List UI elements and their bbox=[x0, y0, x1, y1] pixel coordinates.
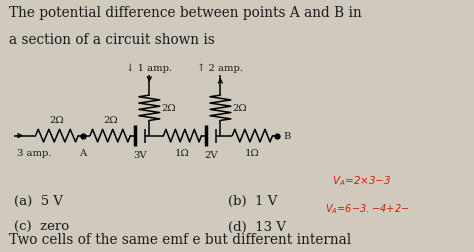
Text: ↑ 2 amp.: ↑ 2 amp. bbox=[197, 63, 244, 73]
Text: 3V: 3V bbox=[133, 150, 146, 160]
Text: (b)  1 V: (b) 1 V bbox=[228, 194, 277, 207]
Text: (a)  5 V: (a) 5 V bbox=[14, 194, 63, 207]
Text: 1Ω: 1Ω bbox=[245, 148, 260, 157]
Text: 2Ω: 2Ω bbox=[103, 115, 118, 124]
Text: $V_A$=2×3−3: $V_A$=2×3−3 bbox=[332, 173, 392, 187]
Text: B: B bbox=[283, 132, 291, 141]
Text: 3 amp.: 3 amp. bbox=[17, 148, 51, 157]
Text: 2V: 2V bbox=[204, 150, 218, 160]
Text: The potential difference between points A and B in: The potential difference between points … bbox=[9, 6, 362, 20]
Text: A: A bbox=[79, 148, 87, 157]
Text: a section of a circuit shown is: a section of a circuit shown is bbox=[9, 33, 215, 47]
Text: ↓ 1 amp.: ↓ 1 amp. bbox=[126, 63, 173, 73]
Text: 2Ω: 2Ω bbox=[50, 115, 64, 124]
Text: 2Ω: 2Ω bbox=[161, 104, 176, 113]
Text: $V_A$=6−3. −4+2−: $V_A$=6−3. −4+2− bbox=[325, 201, 409, 215]
Text: 2Ω: 2Ω bbox=[232, 104, 247, 113]
Text: (d)  13 V: (d) 13 V bbox=[228, 220, 285, 233]
Text: Two cells of the same emf e but different internal: Two cells of the same emf e but differen… bbox=[9, 232, 352, 246]
Text: 1Ω: 1Ω bbox=[175, 148, 190, 157]
Text: (c)  zero: (c) zero bbox=[14, 220, 69, 233]
